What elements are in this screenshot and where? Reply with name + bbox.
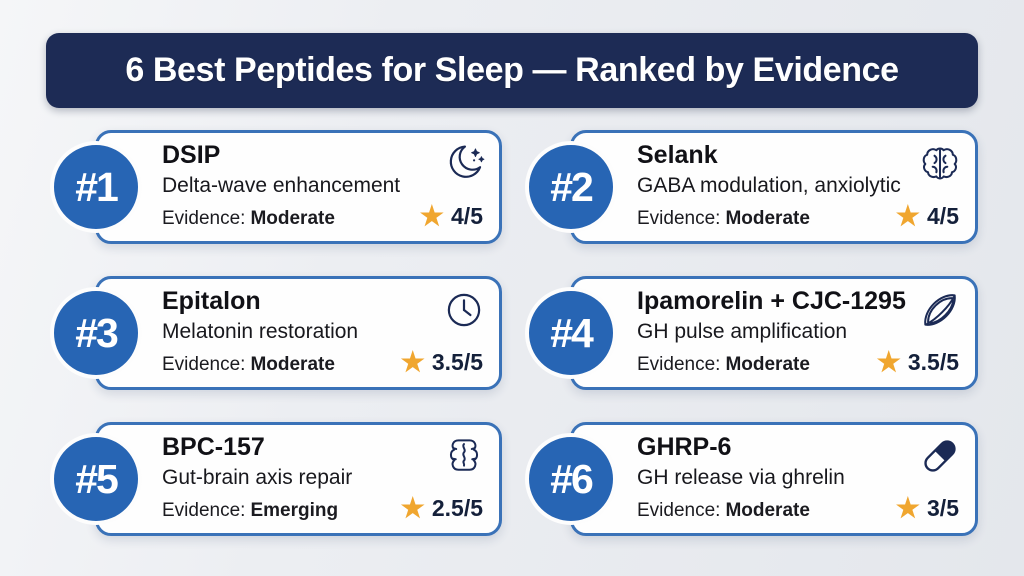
evidence-value: Moderate xyxy=(250,354,335,375)
rating-value: 4/5 xyxy=(451,203,483,229)
card-title: Ipamorelin + CJC-1295 xyxy=(637,287,906,315)
header-bar: 6 Best Peptides for Sleep — Ranked by Ev… xyxy=(46,33,978,108)
card-title: GHRP-6 xyxy=(637,433,732,461)
card-subtitle: Gut-brain axis repair xyxy=(162,466,353,490)
page-title: 6 Best Peptides for Sleep — Ranked by Ev… xyxy=(125,51,899,89)
evidence-line: Evidence: Moderate xyxy=(637,354,810,376)
rating-value: 2.5/5 xyxy=(431,495,483,521)
evidence-line: Evidence: Moderate xyxy=(162,354,335,376)
rating-value: 3/5 xyxy=(927,495,959,521)
rating: ★ 3.5/5 xyxy=(877,349,959,376)
card-subtitle: GABA modulation, anxiolytic xyxy=(637,174,901,198)
rank-badge: #6 xyxy=(525,433,617,525)
rank-badge: #2 xyxy=(525,141,617,233)
rank-badge: #3 xyxy=(50,287,142,379)
card-grid: #1 DSIP Delta-wave enhancement Evidence:… xyxy=(50,130,978,536)
rank-badge: #4 xyxy=(525,287,617,379)
rating-value: 3.5/5 xyxy=(907,349,959,375)
evidence-line: Evidence: Moderate xyxy=(637,208,810,230)
evidence-value: Moderate xyxy=(725,354,810,375)
peptide-card-6: #6 GHRP-6 GH release via ghrelin Evidenc… xyxy=(525,422,978,536)
star-icon: ★ xyxy=(400,347,425,378)
card-subtitle: GH release via ghrelin xyxy=(637,466,845,490)
star-icon: ★ xyxy=(400,493,425,524)
rating: ★ 4/5 xyxy=(896,203,959,230)
evidence-line: Evidence: Moderate xyxy=(637,500,810,522)
intestine-icon xyxy=(442,434,486,478)
evidence-line: Evidence: Moderate xyxy=(162,208,335,230)
rating: ★ 3.5/5 xyxy=(401,349,483,376)
rank-badge: #5 xyxy=(50,433,142,525)
card-title: BPC-157 xyxy=(162,433,265,461)
evidence-value: Moderate xyxy=(725,208,810,229)
rating: ★ 4/5 xyxy=(420,203,483,230)
rating: ★ 3/5 xyxy=(896,495,959,522)
evidence-value: Moderate xyxy=(725,500,810,521)
star-icon: ★ xyxy=(876,347,901,378)
rating-value: 3.5/5 xyxy=(431,349,483,375)
peptide-card-4: #4 Ipamorelin + CJC-1295 GH pulse amplif… xyxy=(525,276,978,390)
moon-icon xyxy=(442,142,486,186)
card-title: Selank xyxy=(637,141,718,169)
peptide-card-5: #5 BPC-157 Gut-brain axis repair Evidenc… xyxy=(50,422,502,536)
card-title: Epitalon xyxy=(162,287,261,315)
evidence-value: Emerging xyxy=(250,500,339,521)
evidence-line: Evidence: Emerging xyxy=(162,500,338,522)
pill-icon xyxy=(918,434,962,478)
evidence-value: Moderate xyxy=(250,208,335,229)
star-icon: ★ xyxy=(895,493,921,524)
rank-badge: #1 xyxy=(50,141,142,233)
evidence-label: Evidence: xyxy=(637,208,721,229)
clock-icon xyxy=(442,288,486,332)
rating-value: 4/5 xyxy=(927,203,959,229)
peptide-card-3: #3 Epitalon Melatonin restoration Eviden… xyxy=(50,276,502,390)
brain-icon xyxy=(918,142,962,186)
card-subtitle: Delta-wave enhancement xyxy=(162,174,401,198)
peptide-card-1: #1 DSIP Delta-wave enhancement Evidence:… xyxy=(50,130,502,244)
card-subtitle: GH pulse amplification xyxy=(637,320,848,344)
card-title: DSIP xyxy=(162,141,221,169)
star-icon: ★ xyxy=(419,201,445,232)
pod-icon xyxy=(918,288,962,332)
evidence-label: Evidence: xyxy=(162,208,246,229)
star-icon: ★ xyxy=(895,201,921,232)
rating: ★ 2.5/5 xyxy=(401,495,483,522)
evidence-label: Evidence: xyxy=(162,354,246,375)
evidence-label: Evidence: xyxy=(637,354,721,375)
card-subtitle: Melatonin restoration xyxy=(162,320,359,344)
peptide-card-2: #2 Selank GABA modulation, anxiolytic Ev… xyxy=(525,130,978,244)
evidence-label: Evidence: xyxy=(162,500,246,521)
evidence-label: Evidence: xyxy=(637,500,721,521)
